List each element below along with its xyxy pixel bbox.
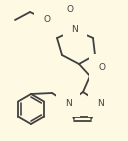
- Text: O: O: [44, 16, 51, 25]
- Text: O: O: [99, 63, 105, 72]
- Text: N: N: [65, 99, 71, 107]
- Text: O: O: [67, 5, 73, 15]
- Text: N: N: [97, 99, 103, 107]
- Text: N: N: [72, 26, 78, 35]
